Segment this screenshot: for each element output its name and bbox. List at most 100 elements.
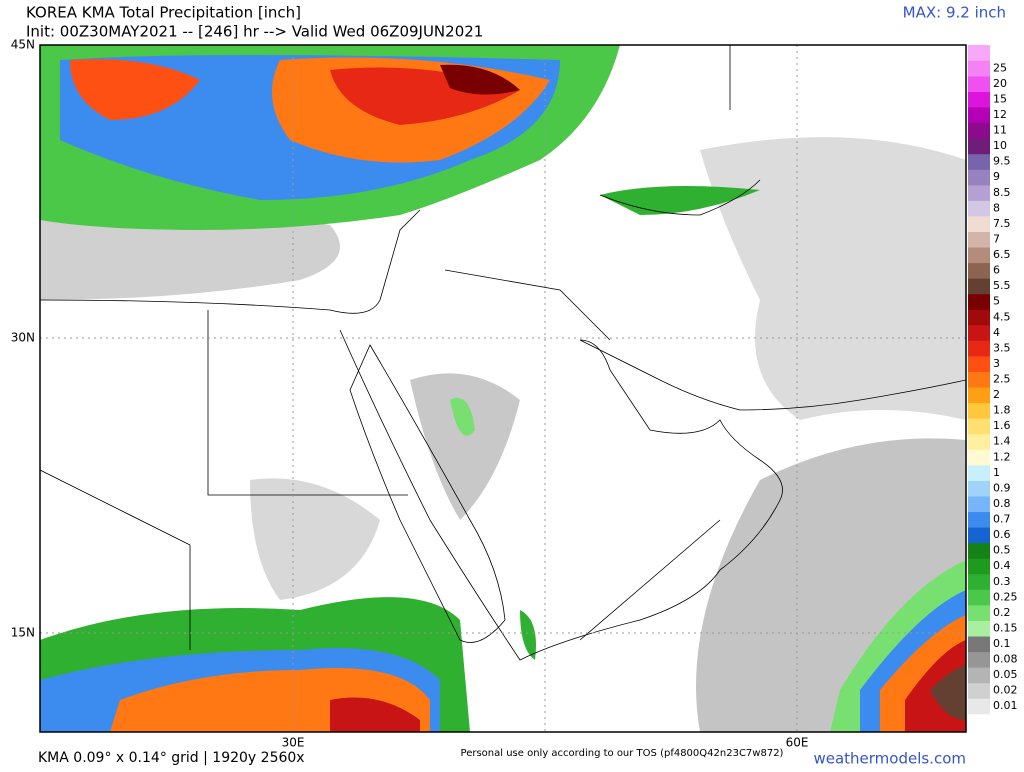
colorbar-label: 0.4	[993, 559, 1011, 572]
lon-label: 30E	[282, 736, 305, 750]
colorbar-swatch	[968, 698, 990, 715]
precip-field	[40, 45, 966, 732]
lon-label: 60E	[786, 736, 809, 750]
colorbar-swatch	[968, 387, 990, 404]
colorbar-swatch	[968, 433, 990, 450]
colorbar-label: 2.5	[993, 373, 1011, 386]
precip-area	[70, 59, 200, 120]
colorbar-label: 0.6	[993, 528, 1011, 541]
colorbar-label: 0.02	[993, 684, 1018, 697]
precip-area	[520, 610, 536, 660]
colorbar-label: 0.01	[993, 699, 1018, 712]
colorbar-label: 0.08	[993, 653, 1018, 666]
colorbar-swatch	[968, 309, 990, 326]
map: 45N 30N 15N 30E 60E	[11, 38, 967, 750]
colorbar-label: 0.9	[993, 481, 1011, 494]
colorbar-swatch	[968, 76, 990, 92]
colorbar-swatch	[968, 185, 990, 201]
colorbar-swatch	[968, 589, 990, 606]
colorbar-swatch	[968, 169, 990, 186]
colorbar-label: 5	[993, 295, 1000, 308]
colorbar-label: 15	[993, 92, 1007, 105]
subtitle: Init: 00Z30MAY2021 -- [246] hr --> Valid…	[26, 23, 483, 41]
colorbar-label: 2	[993, 388, 1000, 401]
colorbar-swatch	[968, 542, 990, 559]
lat-label: 45N	[11, 38, 35, 52]
colorbar-swatch	[968, 107, 990, 124]
colorbar-swatch	[968, 325, 990, 341]
coastline	[40, 209, 421, 314]
colorbar-label: 0.2	[993, 606, 1011, 619]
colorbar-swatch	[968, 293, 990, 310]
colorbar-label: 1.4	[993, 435, 1011, 448]
colorbar-label: 0.7	[993, 513, 1011, 526]
colorbar-label: 1.2	[993, 450, 1011, 463]
colorbar-label: 25	[993, 61, 1007, 74]
colorbar-swatch	[968, 153, 990, 170]
coastline	[339, 329, 783, 661]
colorbar-label: 0.15	[993, 621, 1018, 634]
colorbar-swatch	[968, 667, 990, 684]
colorbar-label: 4	[993, 326, 1000, 339]
colorbar-label: 3	[993, 357, 1000, 370]
colorbar-swatch	[968, 122, 990, 139]
tos-note: Personal use only according to our TOS (…	[461, 748, 784, 759]
colorbar-swatch	[968, 231, 990, 248]
precip-area	[250, 478, 380, 600]
grid-info: KMA 0.09° x 0.14° grid | 1920y 2560x	[38, 750, 305, 766]
colorbar-swatch	[968, 465, 990, 481]
precip-area	[700, 137, 966, 420]
colorbar-label: 1	[993, 466, 1000, 479]
colorbar-label: 8	[993, 201, 1000, 214]
colorbar-label: 8.5	[993, 186, 1011, 199]
colorbar-label: 10	[993, 139, 1007, 152]
colorbar-swatch	[968, 356, 990, 373]
coastline	[349, 344, 506, 643]
precip-area	[450, 398, 475, 436]
colorbar-swatch	[968, 262, 990, 279]
colorbar-swatch	[968, 60, 990, 77]
title: KOREA KMA Total Precipitation [inch]	[26, 4, 301, 22]
colorbar-label: 4.5	[993, 310, 1011, 323]
colorbar-label: 1.6	[993, 419, 1011, 432]
lat-label: 15N	[11, 626, 35, 640]
colorbar-swatch	[968, 480, 990, 497]
precip-area	[930, 665, 966, 720]
colorbar-swatch	[968, 636, 990, 653]
colorbar: 0.01 0.02 0.05 0.08 0.1 0.15 0.2 0.25 0.3 0.4 0.5 0…	[968, 45, 1018, 715]
colorbar-label: 6.5	[993, 248, 1011, 261]
colorbar-swatch	[968, 682, 990, 699]
colorbar-label: 0.8	[993, 497, 1011, 510]
colorbar-swatch	[968, 247, 990, 264]
colorbar-label: 20	[993, 77, 1007, 90]
colorbar-swatch	[968, 91, 990, 108]
colorbar-label: 12	[993, 108, 1007, 121]
colorbar-label: 1.8	[993, 404, 1011, 417]
colorbar-swatch	[968, 371, 990, 388]
colorbar-label: 11	[993, 124, 1007, 137]
colorbar-swatch	[968, 402, 990, 419]
colorbar-label: 0.25	[993, 590, 1018, 603]
border	[40, 45, 731, 650]
colorbar-label: 7.5	[993, 217, 1011, 230]
colorbar-swatch	[968, 278, 990, 295]
precip-area	[440, 64, 520, 95]
coastlines	[40, 45, 966, 661]
colorbar-swatch	[968, 573, 990, 590]
colorbar-label: 3.5	[993, 341, 1011, 354]
colorbar-swatch	[968, 605, 990, 621]
colorbar-swatch	[968, 651, 990, 668]
colorbar-swatch	[968, 620, 990, 637]
colorbar-swatch	[968, 216, 990, 232]
colorbar-label: 0.1	[993, 637, 1011, 650]
coastline	[599, 179, 761, 216]
colorbar-swatch	[968, 138, 990, 155]
graticule	[40, 45, 966, 732]
coastline	[579, 339, 966, 411]
colorbar-swatch	[968, 418, 990, 435]
colorbar-label: 6	[993, 264, 1000, 277]
site-link[interactable]: weathermodels.com	[813, 750, 966, 768]
lat-label: 30N	[11, 331, 35, 345]
